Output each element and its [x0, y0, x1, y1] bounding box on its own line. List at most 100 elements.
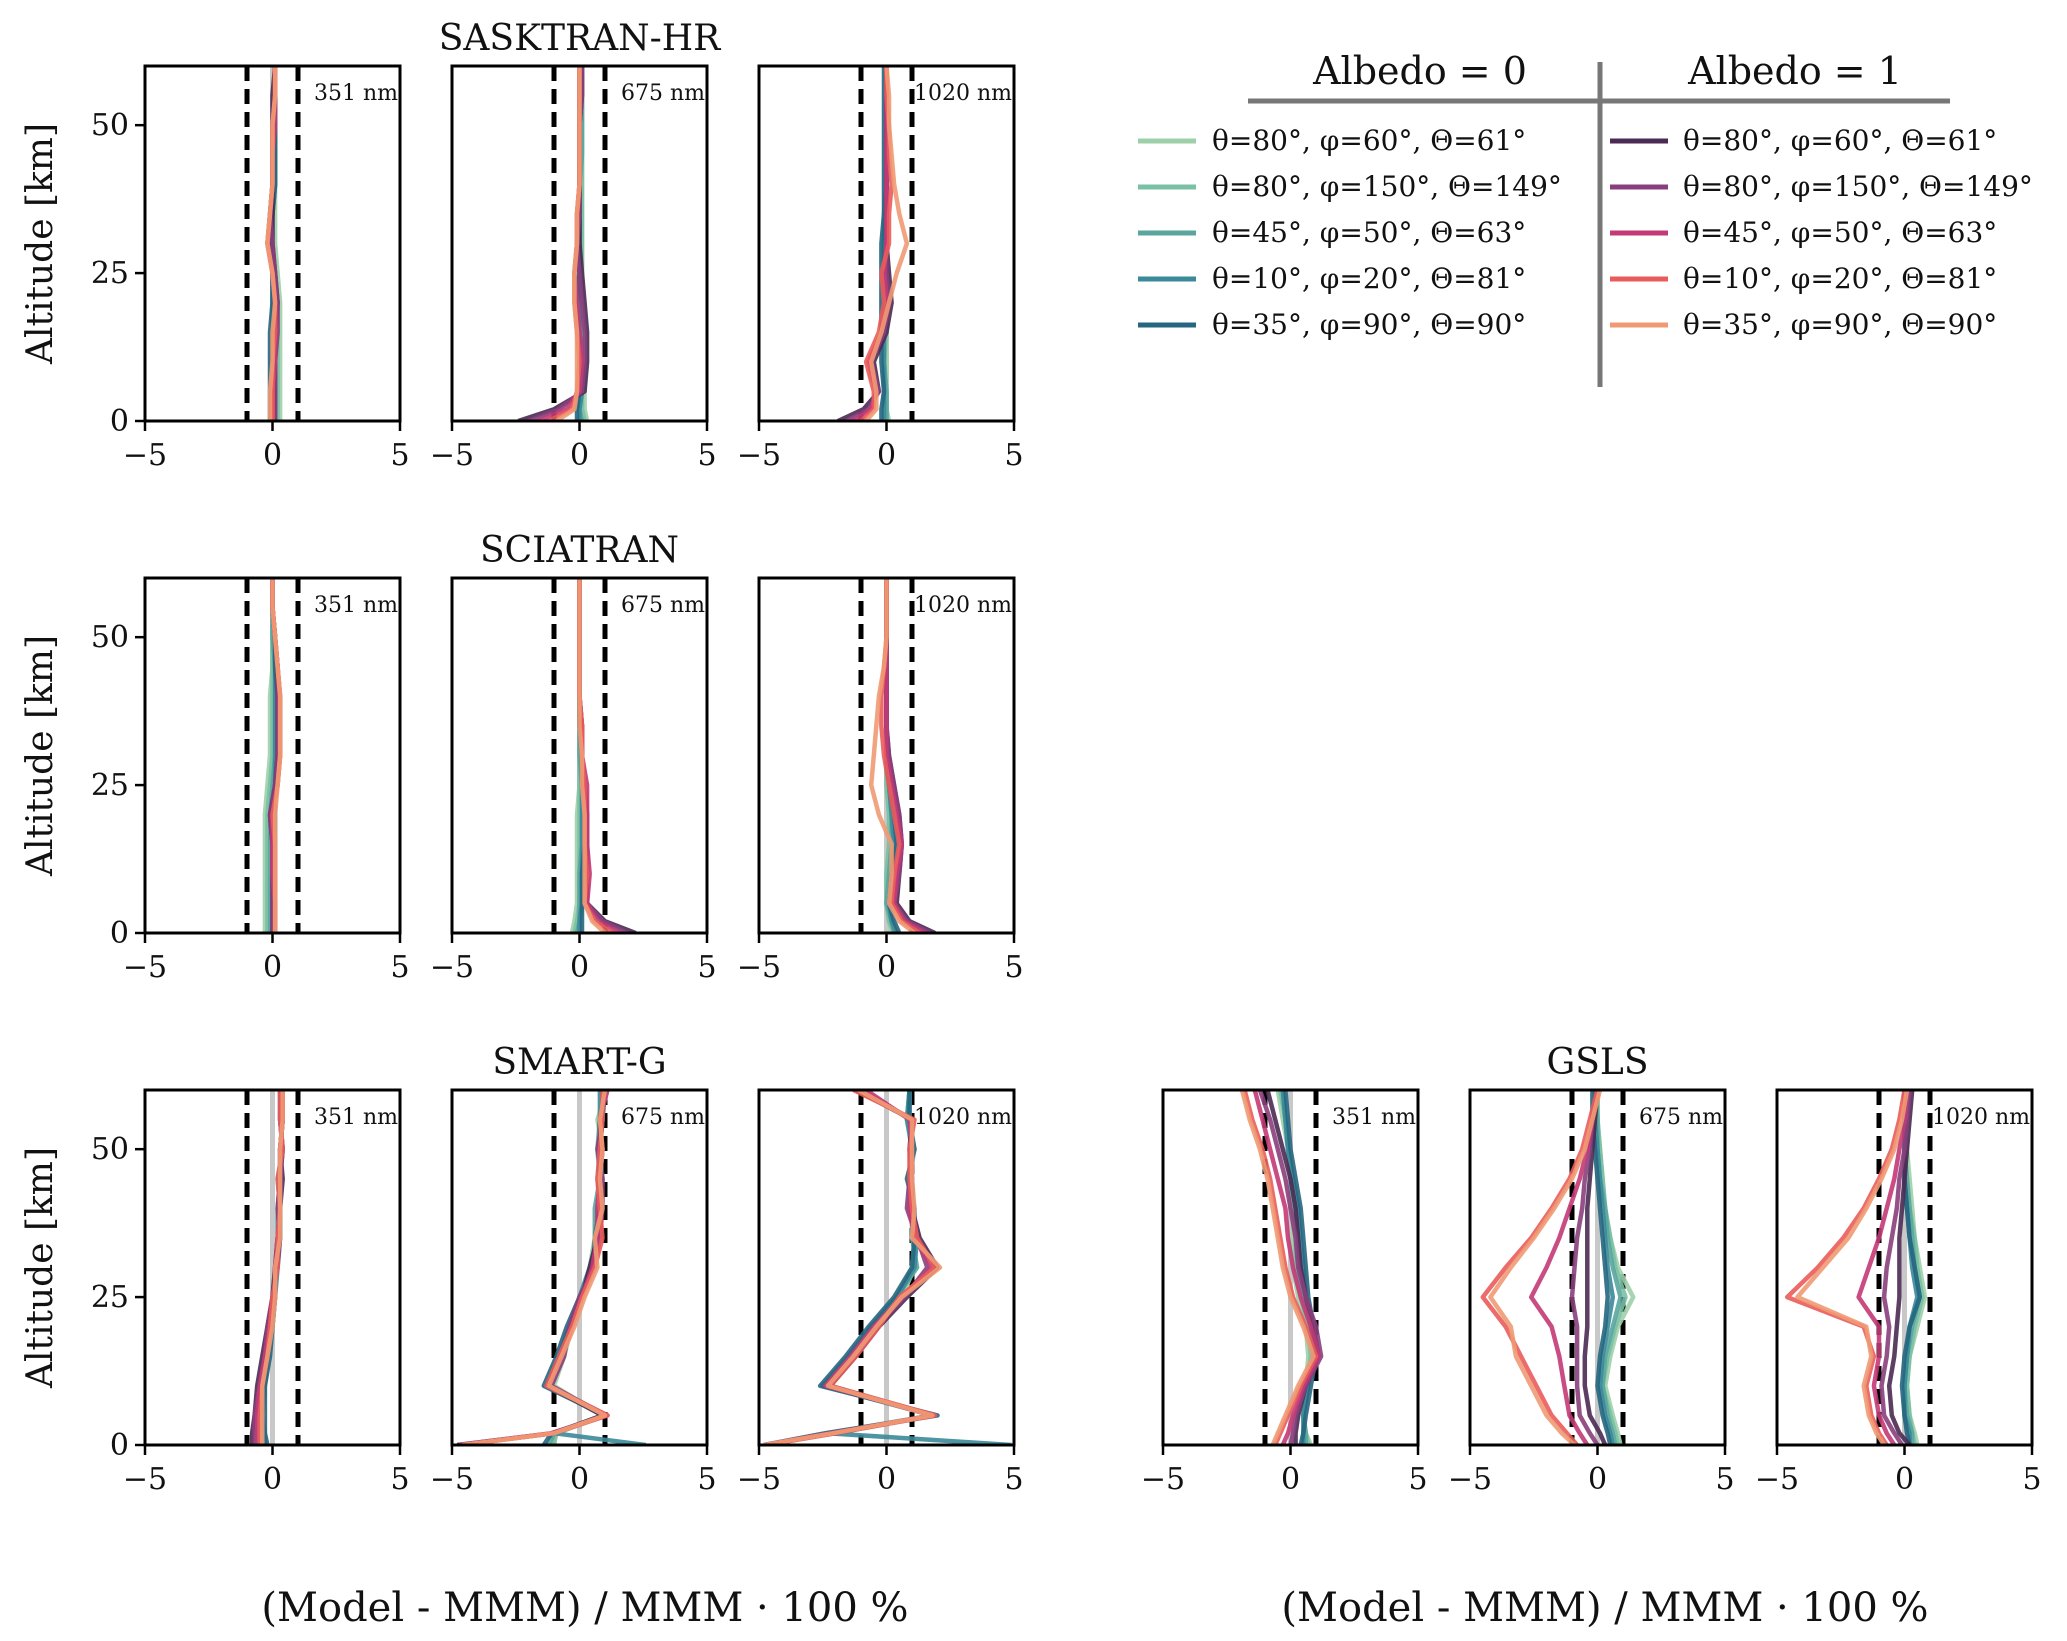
legend-label: θ=45°, φ=50°, Θ=63° [1212, 216, 1526, 249]
legend-label: θ=35°, φ=90°, Θ=90° [1212, 308, 1526, 341]
x-tick-label: −5 [1141, 1462, 1185, 1497]
wavelength-label: 675 nm [621, 593, 705, 618]
model-title: SMART-G [492, 1042, 666, 1083]
y-axis-label: Altitude [km] [20, 123, 61, 365]
series-line-a1_10_20 [1784, 1090, 1907, 1445]
legend-entry-albedo-1: θ=80°, φ=150°, Θ=149° [1610, 170, 2033, 203]
series-line-a1_80_60 [1582, 1090, 1608, 1445]
y-tick-label: 25 [91, 256, 129, 291]
wavelength-label: 351 nm [314, 593, 398, 618]
series-line-a1_35_90 [763, 1090, 943, 1445]
panel-sciatran-675-nm: 675 nm −5 0 5 [430, 576, 717, 985]
series-line-a1_35_90 [260, 1090, 285, 1445]
series-line-a0_35_90 [879, 66, 887, 421]
x-tick-label: 0 [1588, 1462, 1607, 1497]
model-title: SCIATRAN [480, 530, 679, 571]
x-axis-label-right: (Model - MMM) / MMM · 100 % [1281, 1585, 1928, 1631]
x-tick-label: −5 [430, 1462, 474, 1497]
x-tick-label: 0 [263, 1462, 282, 1497]
y-axis-label: Altitude [km] [20, 1147, 61, 1389]
legend-entry-albedo-0: θ=10°, φ=20°, Θ=81° [1138, 262, 1526, 295]
series-group [456, 1090, 647, 1445]
x-tick-label: 5 [697, 438, 716, 473]
legend-entry-albedo-0: θ=80°, φ=60°, Θ=61° [1138, 124, 1526, 157]
x-tick-label: −5 [1448, 1462, 1492, 1497]
series-line-a1_35_90 [1239, 1090, 1316, 1445]
series-line-a1_80_150 [1879, 1090, 1912, 1445]
y-axis-label: Altitude [km] [20, 635, 61, 877]
y-tick-label: 50 [91, 108, 129, 143]
y-tick-label: 0 [110, 1428, 129, 1463]
series-group [517, 66, 590, 421]
x-tick-label: 0 [1281, 1462, 1300, 1497]
legend-label: θ=80°, φ=150°, Θ=149° [1683, 170, 2033, 203]
x-tick-label: 0 [877, 438, 896, 473]
series-group [1480, 1090, 1636, 1445]
legend-header-albedo-0: Albedo = 0 [1312, 49, 1527, 93]
series-line-a1_45_50 [459, 1090, 610, 1445]
legend-entry-albedo-0: θ=80°, φ=150°, Θ=149° [1138, 170, 1562, 203]
series-line-a0_10_20 [1592, 1090, 1616, 1445]
x-tick-label: 5 [1004, 1462, 1023, 1497]
x-tick-label: 5 [390, 438, 409, 473]
x-tick-label: 5 [1715, 1462, 1734, 1497]
y-tick-label: 0 [110, 404, 129, 439]
legend-entry-albedo-1: θ=80°, φ=60°, Θ=61° [1610, 124, 1997, 157]
legend-label: θ=10°, φ=20°, Θ=81° [1683, 262, 1997, 295]
model-gsls: GSLS 351 nm −5 0 5 675 nm −5 0 5 1020 nm −5 0 5 [1141, 1042, 2042, 1497]
y-tick-label: 0 [110, 916, 129, 951]
series-group [1784, 1090, 1928, 1445]
x-axis-label-left: (Model - MMM) / MMM · 100 % [261, 1585, 908, 1631]
series-group [262, 578, 283, 933]
x-tick-label: 0 [263, 950, 282, 985]
series-group [868, 578, 936, 933]
panel-gsls-1020-nm: 1020 nm −5 0 5 [1755, 1088, 2042, 1497]
x-tick-label: −5 [737, 950, 781, 985]
series-line-a1_35_90 [461, 1090, 608, 1445]
series-line-a1_35_90 [1795, 1090, 1910, 1445]
wavelength-label: 1020 nm [914, 593, 1012, 618]
panel-sasktran-hr-675-nm: 675 nm −5 0 5 [430, 64, 717, 473]
x-tick-label: 0 [570, 950, 589, 985]
series-line-a1_35_90 [577, 578, 607, 933]
series-line-a1_45_50 [1856, 1090, 1910, 1445]
x-tick-label: 5 [1004, 438, 1023, 473]
legend-label: θ=80°, φ=60°, Θ=61° [1683, 124, 1997, 157]
x-tick-label: 0 [877, 950, 896, 985]
x-tick-label: 5 [390, 1462, 409, 1497]
series-line-a1_80_60 [456, 1090, 608, 1445]
series-group [763, 1090, 1012, 1445]
x-tick-label: 0 [570, 1462, 589, 1497]
legend-label: θ=80°, φ=150°, Θ=149° [1212, 170, 1562, 203]
model-title: GSLS [1547, 1042, 1649, 1083]
panel-sciatran-1020-nm: 1020 nm −5 0 5 [737, 576, 1024, 985]
legend-label: θ=45°, φ=50°, Θ=63° [1683, 216, 1997, 249]
x-tick-label: 5 [697, 950, 716, 985]
wavelength-label: 675 nm [621, 81, 705, 106]
x-tick-label: 5 [697, 1462, 716, 1497]
panel-smart-g-1020-nm: 1020 nm −5 0 5 [737, 1088, 1024, 1497]
wavelength-label: 351 nm [314, 1105, 398, 1130]
series-line-a1_80_60 [1886, 1090, 1915, 1445]
legend-entry-albedo-1: θ=35°, φ=90°, Θ=90° [1610, 308, 1997, 341]
legend-entry-albedo-0: θ=45°, φ=50°, Θ=63° [1138, 216, 1526, 249]
series-line-a1_10_20 [1242, 1090, 1319, 1445]
x-tick-label: 5 [1004, 950, 1023, 985]
series-group [837, 66, 910, 421]
legend-label: θ=10°, φ=20°, Θ=81° [1212, 262, 1526, 295]
wavelength-label: 1020 nm [1932, 1105, 2030, 1130]
legend-label: θ=35°, φ=90°, Θ=90° [1683, 308, 1997, 341]
series-line-a1_35_90 [270, 578, 283, 933]
panel-smart-g-675-nm: 675 nm −5 0 5 [430, 1088, 717, 1497]
series-line-a0_35_90 [1283, 1090, 1319, 1445]
x-tick-label: −5 [737, 438, 781, 473]
series-line-a1_80_150 [1569, 1090, 1600, 1445]
series-group [569, 578, 637, 933]
x-tick-label: 0 [877, 1462, 896, 1497]
